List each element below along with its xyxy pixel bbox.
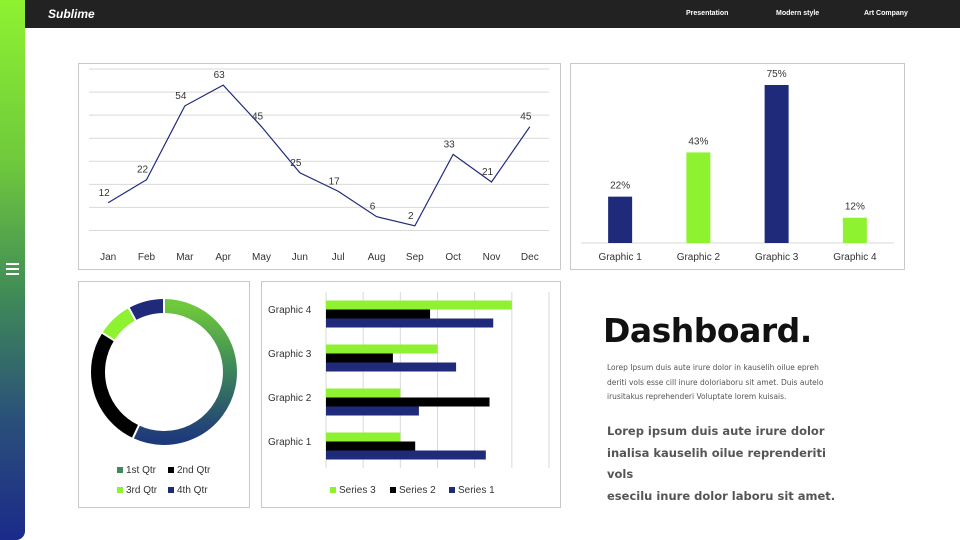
description-line: Lorep Ipsum duis aute irure dolor in kau…: [607, 361, 847, 376]
dashboard-title: Dashboard.: [603, 311, 812, 350]
x-tick-label: Graphic 3: [755, 252, 799, 263]
legend-item-series-3: Series 3: [330, 485, 376, 496]
legend-item-2nd-qtr: 2nd Qtr: [168, 465, 210, 476]
data-label: 22: [137, 165, 149, 176]
hbar-legend: Series 3 Series 2 Series 1: [262, 282, 562, 509]
x-tick-label: Aug: [368, 252, 386, 263]
legend-item-series-2: Series 2: [390, 485, 436, 496]
legend-item-series-1: Series 1: [449, 485, 495, 496]
data-label: 17: [329, 176, 341, 187]
data-label: 12: [99, 188, 111, 199]
x-tick-label: Feb: [138, 252, 156, 263]
legend-swatch: [390, 487, 396, 493]
data-label: 63: [214, 70, 226, 81]
bar: [608, 197, 632, 243]
data-label: 21: [482, 167, 494, 178]
column-chart: 22% Graphic 1 43% Graphic 2 75% Graphic 3 12% G…: [571, 64, 906, 271]
data-label: 6: [370, 202, 376, 213]
data-label: 33: [444, 139, 456, 150]
nav-art-company[interactable]: Art Company: [864, 10, 908, 17]
bar: [686, 152, 710, 243]
sidebar: [0, 0, 25, 540]
dashboard-description-small: Lorep Ipsum duis aute irure dolor in kau…: [607, 361, 847, 405]
description-line: Lorep ipsum duis aute irure dolor: [607, 421, 852, 443]
x-tick-label: Jul: [332, 252, 345, 263]
hamburger-icon[interactable]: [6, 263, 19, 275]
bar: [843, 218, 867, 243]
legend-item-4th-qtr: 4th Qtr: [168, 485, 208, 496]
column-chart-panel: 22% Graphic 1 43% Graphic 2 75% Graphic 3 12% G…: [570, 63, 905, 270]
description-line: esecilu inure dolor laboru sit amet.: [607, 486, 852, 508]
description-line: deriti vols esse cill inure doloriaboru …: [607, 376, 847, 391]
legend-swatch: [117, 487, 123, 493]
x-tick-label: Dec: [521, 252, 539, 263]
x-tick-label: Apr: [215, 252, 231, 263]
legend-swatch: [449, 487, 455, 493]
description-line: irusitakus reprehenderi Voluptate lorem …: [607, 390, 847, 405]
data-label: 45: [520, 112, 532, 123]
legend-swatch: [117, 467, 123, 473]
x-tick-label: May: [252, 252, 271, 263]
x-tick-label: Oct: [445, 252, 461, 263]
data-label: 45: [252, 112, 264, 123]
legend-item-3rd-qtr: 3rd Qtr: [117, 485, 157, 496]
legend-swatch: [168, 467, 174, 473]
donut-legend: 1st Qtr 2nd Qtr 3rd Qtr 4th Qtr: [79, 282, 251, 509]
nav-presentation[interactable]: Presentation: [686, 10, 728, 17]
x-tick-label: Graphic 1: [598, 252, 642, 263]
data-label: 25: [290, 158, 302, 169]
legend-item-1st-qtr: 1st Qtr: [117, 465, 156, 476]
legend-swatch: [330, 487, 336, 493]
line-series: [108, 85, 530, 226]
brand-logo[interactable]: Sublime: [48, 7, 95, 21]
x-tick-label: Jan: [100, 252, 116, 263]
x-tick-label: Jun: [292, 252, 308, 263]
dashboard-description-large: Lorep ipsum duis aute irure dolor inalis…: [607, 421, 852, 507]
data-label: 12%: [845, 202, 865, 213]
data-label: 54: [175, 91, 187, 102]
bar: [765, 85, 789, 243]
data-label: 22%: [610, 181, 630, 192]
x-tick-label: Graphic 4: [833, 252, 877, 263]
x-tick-label: Mar: [176, 252, 194, 263]
line-chart-panel: 12 22 54 63 45 25 17 6 2 33 21 45 Jan Feb Mar Apr May Jun…: [78, 63, 561, 270]
description-line: inalisa kauselih oilue reprenderiti vols: [607, 443, 852, 486]
data-label: 75%: [767, 69, 787, 80]
x-tick-label: Sep: [406, 252, 424, 263]
nav-modern-style[interactable]: Modern style: [776, 10, 819, 17]
donut-chart-panel: 1st Qtr 2nd Qtr 3rd Qtr 4th Qtr: [78, 281, 250, 508]
line-chart: 12 22 54 63 45 25 17 6 2 33 21 45 Jan Feb Mar Apr May Jun…: [79, 64, 562, 271]
data-label: 43%: [688, 136, 708, 147]
legend-swatch: [168, 487, 174, 493]
x-tick-label: Nov: [483, 252, 501, 263]
x-tick-label: Graphic 2: [677, 252, 721, 263]
horizontal-bar-chart-panel: Graphic 1 Graphic 2 Graphic 3 Graphic 4 Ser…: [261, 281, 561, 508]
top-bar: Sublime Presentation Modern style Art Co…: [0, 0, 960, 28]
data-label: 2: [408, 211, 414, 222]
